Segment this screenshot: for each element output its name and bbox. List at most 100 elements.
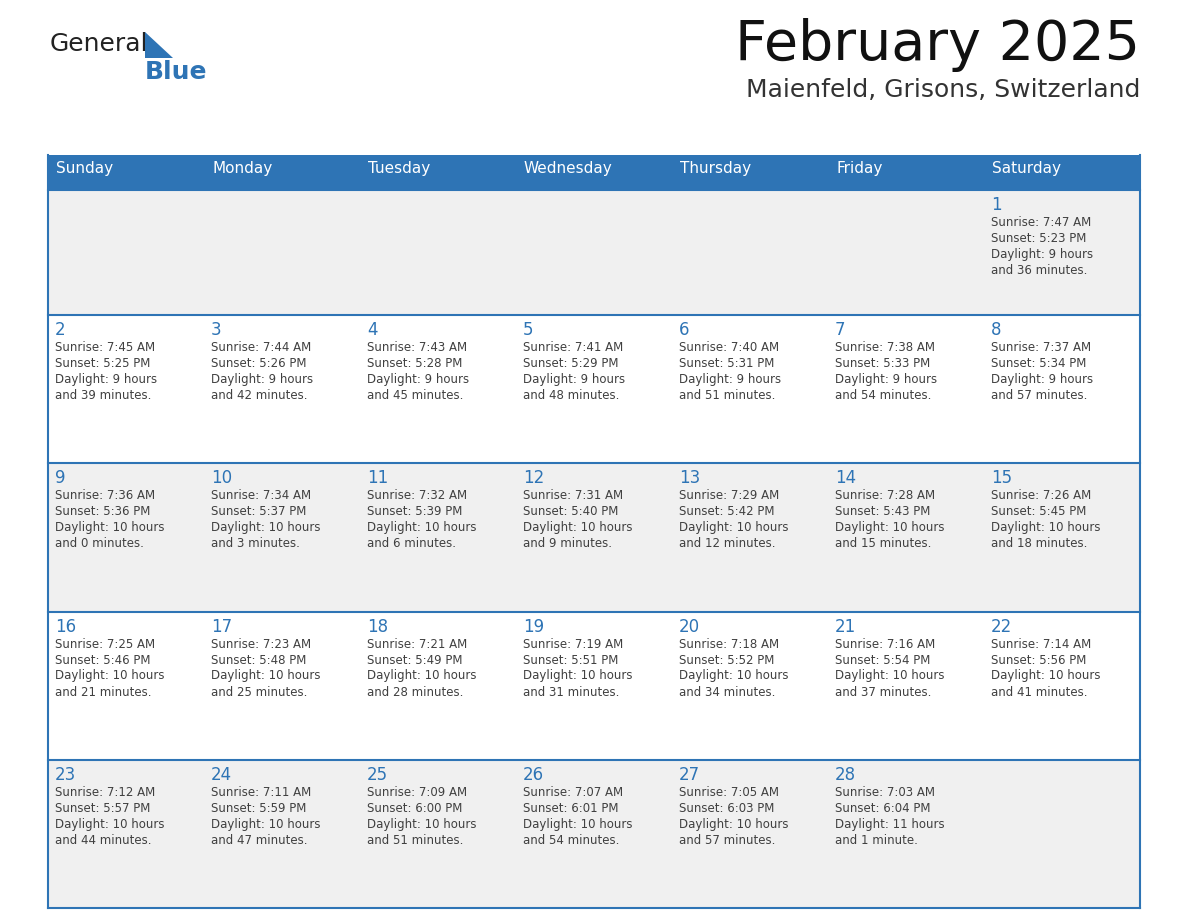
Text: Sunset: 5:56 PM: Sunset: 5:56 PM (991, 654, 1086, 666)
Text: Daylight: 9 hours: Daylight: 9 hours (211, 373, 314, 386)
Text: Daylight: 9 hours: Daylight: 9 hours (367, 373, 469, 386)
Text: 28: 28 (835, 766, 857, 784)
Text: and 9 minutes.: and 9 minutes. (523, 537, 612, 550)
Text: 21: 21 (835, 618, 857, 635)
Text: and 47 minutes.: and 47 minutes. (211, 834, 308, 846)
Text: Daylight: 10 hours: Daylight: 10 hours (835, 521, 944, 534)
Text: Sunrise: 7:44 AM: Sunrise: 7:44 AM (211, 341, 311, 354)
Bar (48, 155, 204, 190)
Text: 18: 18 (367, 618, 388, 635)
Text: Sunrise: 7:19 AM: Sunrise: 7:19 AM (523, 637, 624, 651)
Text: Sunset: 5:46 PM: Sunset: 5:46 PM (55, 654, 151, 666)
Text: 20: 20 (680, 618, 700, 635)
Text: 2: 2 (55, 321, 65, 339)
Text: 11: 11 (367, 469, 388, 487)
Text: Sunset: 5:31 PM: Sunset: 5:31 PM (680, 357, 775, 370)
Text: Daylight: 10 hours: Daylight: 10 hours (523, 521, 632, 534)
Text: Daylight: 10 hours: Daylight: 10 hours (367, 669, 476, 682)
Text: Sunset: 5:28 PM: Sunset: 5:28 PM (367, 357, 462, 370)
Text: 8: 8 (991, 321, 1001, 339)
Text: Daylight: 10 hours: Daylight: 10 hours (55, 521, 164, 534)
Text: 23: 23 (55, 766, 76, 784)
Text: Daylight: 10 hours: Daylight: 10 hours (680, 818, 789, 831)
Bar (984, 155, 1140, 190)
Text: Daylight: 10 hours: Daylight: 10 hours (835, 669, 944, 682)
Text: Blue: Blue (145, 60, 208, 84)
Text: and 39 minutes.: and 39 minutes. (55, 389, 151, 402)
Text: Daylight: 10 hours: Daylight: 10 hours (211, 669, 321, 682)
Text: Sunrise: 7:29 AM: Sunrise: 7:29 AM (680, 489, 779, 502)
Text: 16: 16 (55, 618, 76, 635)
Text: Sunset: 6:04 PM: Sunset: 6:04 PM (835, 801, 930, 815)
Text: Sunrise: 7:09 AM: Sunrise: 7:09 AM (367, 786, 467, 799)
Bar (516, 155, 672, 190)
Text: Sunrise: 7:18 AM: Sunrise: 7:18 AM (680, 637, 779, 651)
Text: and 48 minutes.: and 48 minutes. (523, 389, 619, 402)
Text: Daylight: 10 hours: Daylight: 10 hours (991, 521, 1100, 534)
Text: Sunrise: 7:03 AM: Sunrise: 7:03 AM (835, 786, 935, 799)
Text: Daylight: 10 hours: Daylight: 10 hours (211, 818, 321, 831)
Text: Sunrise: 7:32 AM: Sunrise: 7:32 AM (367, 489, 467, 502)
Text: Thursday: Thursday (680, 161, 751, 176)
Text: 10: 10 (211, 469, 232, 487)
Text: 22: 22 (991, 618, 1012, 635)
Text: Sunrise: 7:47 AM: Sunrise: 7:47 AM (991, 216, 1092, 229)
Text: 15: 15 (991, 469, 1012, 487)
Text: 27: 27 (680, 766, 700, 784)
Text: Sunrise: 7:34 AM: Sunrise: 7:34 AM (211, 489, 311, 502)
Text: Sunset: 5:29 PM: Sunset: 5:29 PM (523, 357, 619, 370)
Text: Sunset: 5:40 PM: Sunset: 5:40 PM (523, 505, 619, 519)
Text: and 36 minutes.: and 36 minutes. (991, 264, 1087, 277)
Text: Daylight: 10 hours: Daylight: 10 hours (680, 521, 789, 534)
Text: and 57 minutes.: and 57 minutes. (991, 389, 1087, 402)
Text: and 57 minutes.: and 57 minutes. (680, 834, 776, 846)
Text: and 1 minute.: and 1 minute. (835, 834, 918, 846)
Text: Daylight: 9 hours: Daylight: 9 hours (523, 373, 625, 386)
Text: Sunrise: 7:26 AM: Sunrise: 7:26 AM (991, 489, 1092, 502)
Text: Sunrise: 7:25 AM: Sunrise: 7:25 AM (55, 637, 156, 651)
Text: and 54 minutes.: and 54 minutes. (523, 834, 619, 846)
Text: and 51 minutes.: and 51 minutes. (367, 834, 463, 846)
Text: and 28 minutes.: and 28 minutes. (367, 686, 463, 699)
Text: Daylight: 10 hours: Daylight: 10 hours (367, 818, 476, 831)
Text: and 0 minutes.: and 0 minutes. (55, 537, 144, 550)
Text: Sunset: 5:36 PM: Sunset: 5:36 PM (55, 505, 151, 519)
Text: 4: 4 (367, 321, 378, 339)
Text: 25: 25 (367, 766, 388, 784)
Text: Sunset: 6:01 PM: Sunset: 6:01 PM (523, 801, 619, 815)
Text: Sunset: 5:37 PM: Sunset: 5:37 PM (211, 505, 307, 519)
Text: Daylight: 9 hours: Daylight: 9 hours (991, 373, 1093, 386)
Text: Sunrise: 7:45 AM: Sunrise: 7:45 AM (55, 341, 156, 354)
Bar (48, 611, 1140, 760)
Text: 14: 14 (835, 469, 857, 487)
Text: Sunrise: 7:23 AM: Sunrise: 7:23 AM (211, 637, 311, 651)
Text: Daylight: 9 hours: Daylight: 9 hours (835, 373, 937, 386)
Text: Sunrise: 7:37 AM: Sunrise: 7:37 AM (991, 341, 1091, 354)
Text: Sunset: 5:48 PM: Sunset: 5:48 PM (211, 654, 307, 666)
Bar (48, 760, 1140, 908)
Text: Saturday: Saturday (992, 161, 1061, 176)
Text: Sunrise: 7:41 AM: Sunrise: 7:41 AM (523, 341, 624, 354)
Text: Sunset: 6:00 PM: Sunset: 6:00 PM (367, 801, 462, 815)
Text: Sunset: 5:42 PM: Sunset: 5:42 PM (680, 505, 775, 519)
Bar (360, 155, 516, 190)
Text: Daylight: 10 hours: Daylight: 10 hours (680, 669, 789, 682)
Bar (48, 190, 1140, 315)
Text: Sunrise: 7:05 AM: Sunrise: 7:05 AM (680, 786, 779, 799)
Text: Maienfeld, Grisons, Switzerland: Maienfeld, Grisons, Switzerland (746, 78, 1140, 102)
Text: Daylight: 10 hours: Daylight: 10 hours (991, 669, 1100, 682)
Text: 3: 3 (211, 321, 222, 339)
Text: and 15 minutes.: and 15 minutes. (835, 537, 931, 550)
Polygon shape (145, 32, 173, 58)
Text: February 2025: February 2025 (735, 18, 1140, 72)
Text: Wednesday: Wednesday (524, 161, 613, 176)
Text: and 3 minutes.: and 3 minutes. (211, 537, 299, 550)
Text: Sunrise: 7:40 AM: Sunrise: 7:40 AM (680, 341, 779, 354)
Text: Daylight: 9 hours: Daylight: 9 hours (55, 373, 157, 386)
Bar (828, 155, 984, 190)
Text: Sunrise: 7:38 AM: Sunrise: 7:38 AM (835, 341, 935, 354)
Text: Daylight: 11 hours: Daylight: 11 hours (835, 818, 944, 831)
Text: 13: 13 (680, 469, 700, 487)
Text: Sunset: 5:49 PM: Sunset: 5:49 PM (367, 654, 462, 666)
Text: Sunset: 5:57 PM: Sunset: 5:57 PM (55, 801, 151, 815)
